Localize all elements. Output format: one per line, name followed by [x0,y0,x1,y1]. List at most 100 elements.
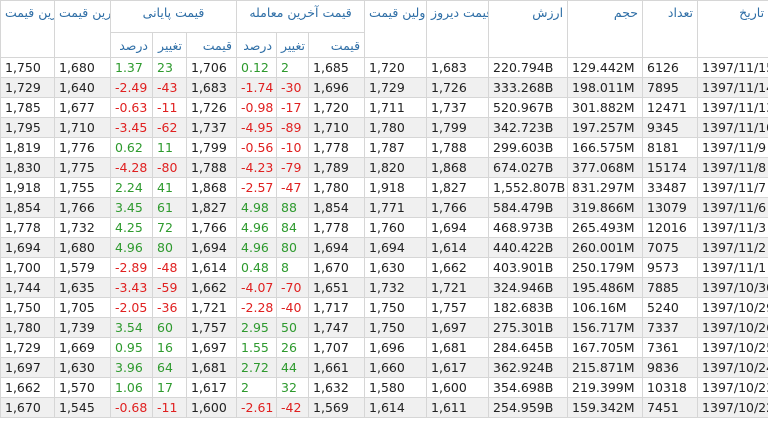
table-row[interactable]: 1,729 1,640 -2.49 -43 1,683 -1.74 -30 1,696 1,72… [0,77,768,98]
cell-volume: 106.16M [567,297,644,318]
cell-volume: 195.486M [567,277,644,298]
cell-last-price: 1,569 [308,397,366,418]
cell-date: 1397/11/1 [697,257,768,278]
column-header-closing-price[interactable]: قیمت [185,32,238,58]
cell-closing-change: -62 [152,117,187,138]
cell-count: 8181 [642,137,699,158]
cell-count: 7075 [642,237,699,258]
cell-yesterday-price: 1,766 [426,197,490,218]
cell-closing-change: -59 [152,277,187,298]
cell-last-percent: -4.07 [236,277,278,298]
column-header-max-price[interactable]: بیشترین قیمت [0,0,55,58]
cell-last-percent: -0.56 [236,137,278,158]
table-row[interactable]: 1,700 1,579 -2.89 -48 1,614 0.48 8 1,670 1,630 1,… [0,257,768,278]
cell-date: 1397/10/24 [697,357,768,378]
column-header-volume[interactable]: حجم [567,0,644,58]
cell-volume: 377.068M [567,157,644,178]
cell-last-change: -40 [276,297,310,318]
column-header-yesterday-price[interactable]: قیمت دیروز [426,0,490,58]
column-header-closing-percent[interactable]: درصد [110,32,153,58]
table-row[interactable]: 1,729 1,669 0.95 16 1,697 1.55 26 1,707 1,696 1,6… [0,337,768,358]
cell-date: 1397/11/9 [697,137,768,158]
table-row[interactable]: 1,795 1,710 -3.45 -62 1,737 -4.95 -89 1,710 1,78… [0,117,768,138]
cell-last-percent: -2.28 [236,297,278,318]
column-header-value[interactable]: ارزش [488,0,569,58]
table-row[interactable]: 1,750 1,680 1.37 23 1,706 0.12 2 1,685 1,720 1,68… [0,57,768,78]
cell-yesterday-price: 1,600 [426,377,490,398]
table-row[interactable]: 1,694 1,680 4.96 80 1,694 4.96 80 1,694 1,694 1,6… [0,237,768,258]
cell-volume: 156.717M [567,317,644,338]
cell-count: 12016 [642,217,699,238]
cell-value: 403.901B [488,257,569,278]
cell-closing-percent: 4.25 [110,217,153,238]
column-header-first-price[interactable]: اولین قیمت [364,0,428,58]
table-row[interactable]: 1,778 1,732 4.25 72 1,766 4.96 84 1,778 1,760 1,6… [0,217,768,238]
cell-value: 354.698B [488,377,569,398]
cell-last-change: -70 [276,277,310,298]
table-row[interactable]: 1,918 1,755 2.24 41 1,868 -2.57 -47 1,780 1,918 1… [0,177,768,198]
cell-closing-change: -43 [152,77,187,98]
cell-last-percent: 4.96 [236,237,278,258]
cell-volume: 198.011M [567,77,644,98]
cell-yesterday-price: 1,726 [426,77,490,98]
cell-volume: 215.871M [567,357,644,378]
table-row[interactable]: 1,744 1,635 -3.43 -59 1,662 -4.07 -70 1,651 1,73… [0,277,768,298]
table-row[interactable]: 1,780 1,739 3.54 60 1,757 2.95 50 1,747 1,750 1,6… [0,317,768,338]
column-header-date[interactable]: تاریخ [697,0,768,58]
column-group-last-trade-price: قیمت آخرین معامله [236,0,366,33]
cell-first-price: 1,630 [364,257,428,278]
cell-count: 7361 [642,337,699,358]
cell-first-price: 1,750 [364,297,428,318]
cell-count: 7885 [642,277,699,298]
cell-closing-change: 64 [152,357,187,378]
table-row[interactable]: 1,750 1,705 -2.05 -36 1,721 -2.28 -40 1,717 1,75… [0,297,768,318]
cell-closing-price: 1,827 [185,197,238,218]
table-row[interactable]: 1,662 1,570 1.06 17 1,617 2 32 1,632 1,580 1,600 3… [0,377,768,398]
cell-value: 584.479B [488,197,569,218]
cell-closing-price: 1,757 [185,317,238,338]
cell-max-price: 1,750 [0,297,55,318]
table-row[interactable]: 1,670 1,545 -0.68 -11 1,600 -2.61 -42 1,569 1,61… [0,397,768,418]
cell-last-price: 1,661 [308,357,366,378]
cell-value: 275.301B [488,317,569,338]
price-history-table: بیشترین قیمت کمترین قیمت قیمت پایانی قیم… [0,0,768,418]
cell-min-price: 1,710 [54,117,111,138]
cell-last-price: 1,696 [308,77,366,98]
column-header-last-percent[interactable]: درصد [236,32,278,58]
cell-closing-percent: -2.05 [110,297,153,318]
cell-last-change: 26 [276,337,310,358]
cell-first-price: 1,696 [364,337,428,358]
cell-value: 362.924B [488,357,569,378]
cell-date: 1397/11/2 [697,237,768,258]
cell-closing-price: 1,617 [185,377,238,398]
cell-date: 1397/10/29 [697,297,768,318]
cell-volume: 197.257M [567,117,644,138]
cell-min-price: 1,680 [54,57,111,78]
column-header-min-price[interactable]: کمترین قیمت [54,0,111,58]
cell-last-percent: 4.98 [236,197,278,218]
column-header-last-price[interactable]: قیمت [308,32,366,58]
cell-closing-change: 72 [152,217,187,238]
cell-last-price: 1,685 [308,57,366,78]
cell-closing-price: 1,600 [185,397,238,418]
column-header-last-change[interactable]: تغییر [276,32,310,58]
cell-max-price: 1,694 [0,237,55,258]
cell-value: 440.422B [488,237,569,258]
cell-closing-price: 1,694 [185,237,238,258]
table-row[interactable]: 1,785 1,677 -0.63 -11 1,726 -0.98 -17 1,720 1,71… [0,97,768,118]
table-row[interactable]: 1,854 1,766 3.45 61 1,827 4.98 88 1,854 1,771 1,7… [0,197,768,218]
cell-last-change: -30 [276,77,310,98]
cell-last-change: 50 [276,317,310,338]
cell-value: 333.268B [488,77,569,98]
cell-last-price: 1,854 [308,197,366,218]
cell-yesterday-price: 1,788 [426,137,490,158]
column-header-closing-change[interactable]: تغییر [152,32,187,58]
table-row[interactable]: 1,830 1,775 -4.28 -80 1,788 -4.23 -79 1,789 1,82… [0,157,768,178]
cell-min-price: 1,776 [54,137,111,158]
table-row[interactable]: 1,819 1,776 0.62 11 1,799 -0.56 -10 1,778 1,787 1… [0,137,768,158]
cell-yesterday-price: 1,868 [426,157,490,178]
cell-count: 33487 [642,177,699,198]
cell-volume: 319.866M [567,197,644,218]
column-header-count[interactable]: تعداد [642,0,699,58]
table-row[interactable]: 1,697 1,630 3.96 64 1,681 2.72 44 1,661 1,660 1,6… [0,357,768,378]
